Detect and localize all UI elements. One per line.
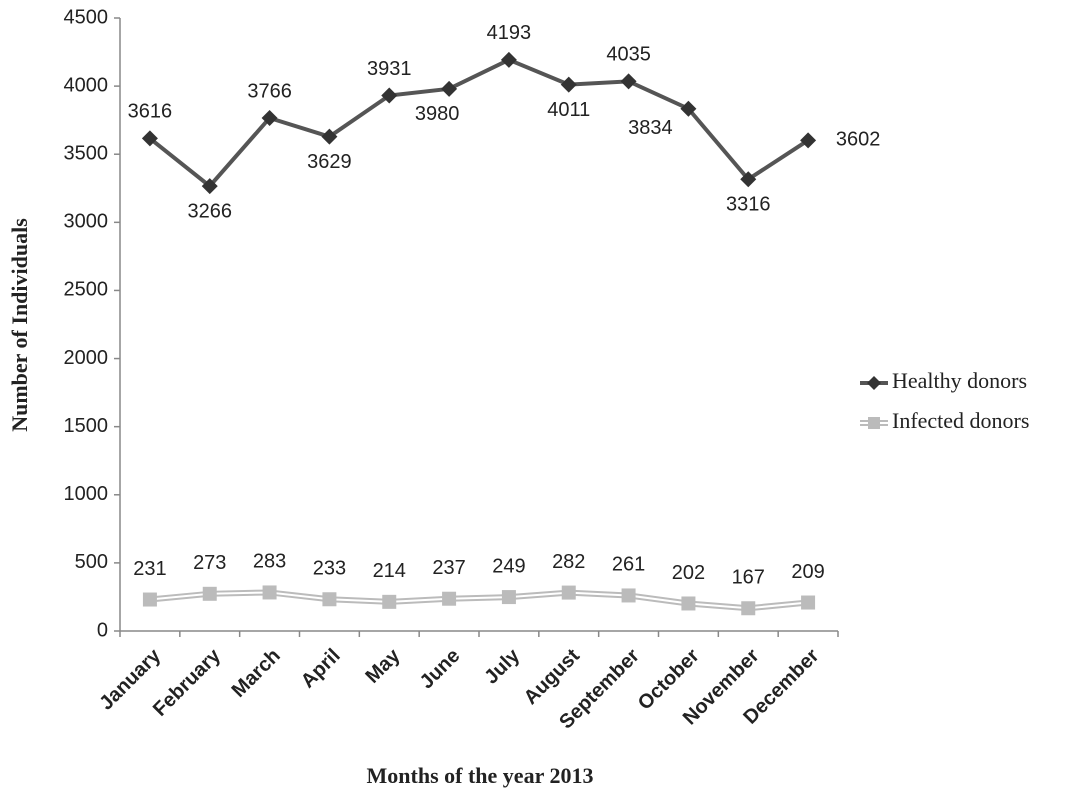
legend-label: Healthy donors bbox=[892, 368, 1027, 393]
marker bbox=[561, 585, 576, 600]
marker bbox=[321, 128, 338, 145]
legend-marker bbox=[868, 417, 880, 429]
y-tick-label: 1000 bbox=[64, 483, 109, 505]
marker bbox=[141, 130, 158, 147]
data-label: 261 bbox=[612, 554, 645, 576]
data-label: 233 bbox=[313, 558, 346, 580]
marker bbox=[201, 178, 218, 195]
x-tick-label: May bbox=[361, 644, 405, 688]
data-label: 214 bbox=[373, 560, 406, 582]
marker bbox=[202, 586, 217, 601]
data-label: 3931 bbox=[367, 58, 412, 80]
data-label: 4035 bbox=[606, 44, 651, 66]
data-label: 3834 bbox=[628, 117, 673, 139]
marker bbox=[680, 100, 697, 117]
data-label: 4011 bbox=[547, 99, 590, 121]
marker bbox=[800, 132, 817, 149]
x-tick-label: June bbox=[416, 645, 465, 694]
data-label: 282 bbox=[552, 551, 585, 573]
marker bbox=[621, 588, 636, 603]
legend-label: Infected donors bbox=[892, 408, 1029, 433]
marker bbox=[382, 594, 397, 609]
marker bbox=[442, 591, 457, 606]
marker bbox=[741, 601, 756, 616]
x-tick-label: April bbox=[297, 645, 345, 693]
data-label: 3316 bbox=[726, 194, 771, 216]
marker bbox=[501, 590, 516, 605]
x-axis-title: Months of the year 2013 bbox=[367, 763, 594, 788]
data-label: 237 bbox=[432, 557, 465, 579]
y-tick-label: 4500 bbox=[64, 6, 109, 28]
marker bbox=[500, 51, 517, 68]
y-tick-label: 2500 bbox=[64, 279, 109, 301]
series-line bbox=[149, 591, 809, 610]
y-tick-label: 0 bbox=[97, 619, 108, 641]
data-label: 3980 bbox=[415, 103, 460, 125]
y-tick-label: 2000 bbox=[64, 347, 109, 369]
data-label: 3602 bbox=[836, 129, 881, 151]
y-tick-label: 3000 bbox=[64, 211, 109, 233]
data-label: 167 bbox=[732, 567, 765, 589]
data-label: 4193 bbox=[487, 22, 532, 44]
data-label: 273 bbox=[193, 552, 226, 574]
marker bbox=[620, 73, 637, 90]
legend-marker bbox=[867, 376, 881, 390]
data-label: 3266 bbox=[188, 200, 233, 222]
marker bbox=[740, 171, 757, 188]
y-axis-title: Number of Individuals bbox=[7, 218, 32, 432]
x-tick-label: March bbox=[228, 645, 285, 702]
data-label: 249 bbox=[492, 555, 525, 577]
data-label: 202 bbox=[672, 562, 705, 584]
marker bbox=[681, 596, 696, 611]
series-line bbox=[148, 57, 810, 189]
marker bbox=[322, 592, 337, 607]
marker bbox=[560, 76, 577, 93]
marker bbox=[381, 87, 398, 104]
data-label: 209 bbox=[791, 561, 824, 583]
marker bbox=[262, 585, 277, 600]
x-tick-label: July bbox=[480, 644, 524, 688]
data-label: 283 bbox=[253, 551, 286, 573]
marker bbox=[801, 595, 816, 610]
data-label: 3766 bbox=[247, 80, 292, 102]
y-tick-label: 1500 bbox=[64, 415, 109, 437]
data-label: 3629 bbox=[307, 151, 352, 173]
marker bbox=[441, 80, 458, 97]
data-label: 3616 bbox=[128, 101, 173, 123]
data-label: 231 bbox=[133, 558, 166, 580]
y-tick-label: 3500 bbox=[64, 143, 109, 165]
y-tick-label: 500 bbox=[75, 551, 108, 573]
marker bbox=[142, 592, 157, 607]
y-tick-label: 4000 bbox=[64, 74, 109, 96]
marker bbox=[261, 109, 278, 126]
